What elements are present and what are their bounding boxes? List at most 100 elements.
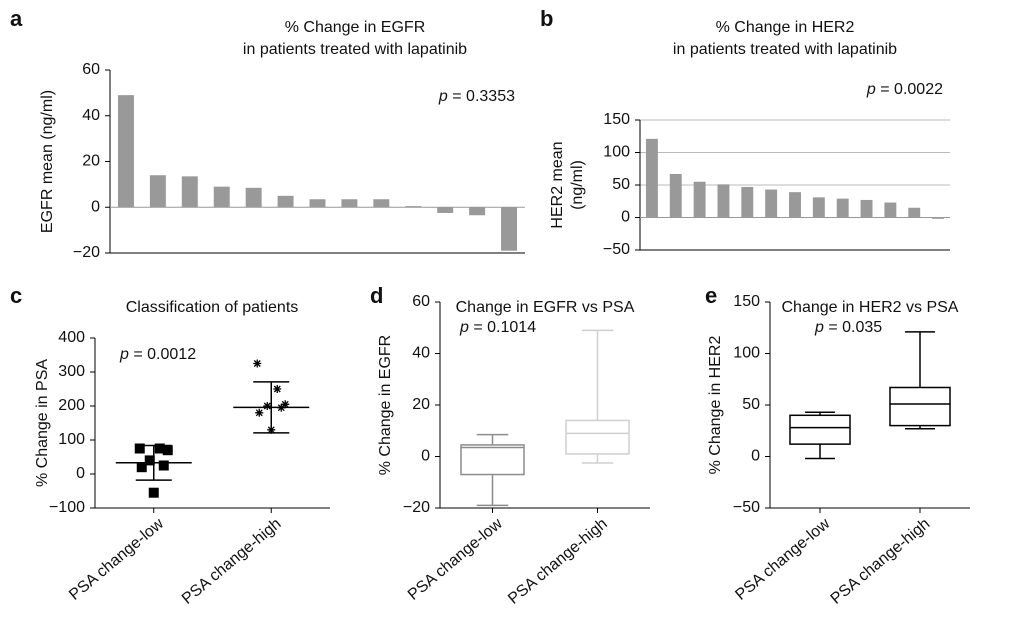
whisker: [581, 329, 614, 421]
bar: [765, 189, 778, 218]
whisker: [581, 453, 614, 464]
y-tick-label: 60: [412, 293, 430, 310]
y-tick-label: 400: [58, 329, 85, 346]
y-axis-label: % Change in HER2: [707, 336, 724, 475]
point: [148, 487, 159, 498]
x-tick-label: PSA change-high: [179, 515, 285, 608]
chart-title: % Change in HER2: [716, 19, 855, 36]
y-tick-label: −50: [603, 241, 630, 258]
whisker: [805, 444, 835, 460]
x-tick-label: PSA change-low: [732, 515, 833, 604]
bar: [860, 199, 873, 218]
chart-title: Change in EGFR vs PSA: [456, 299, 635, 316]
annotation-text: = 0.0012: [133, 346, 196, 363]
y-tick-label: −20: [403, 499, 430, 516]
y-tick-label: 0: [76, 465, 85, 482]
bar: [836, 198, 849, 218]
annotation: p = 0.0012: [119, 346, 196, 363]
y-tick-label: 40: [82, 107, 100, 124]
y-tick-label: −50: [733, 499, 760, 516]
y-tick-label: 150: [603, 111, 630, 128]
annotation: p = 0.3353: [438, 88, 515, 105]
chart-title: Change in HER2 vs PSA: [782, 299, 959, 316]
point: [134, 443, 145, 454]
annotation-text: = 0.3353: [452, 88, 515, 105]
bar: [341, 199, 358, 208]
point: [136, 462, 147, 473]
whisker: [476, 474, 509, 507]
bar: [932, 217, 945, 219]
panel-label: d: [370, 283, 383, 308]
y-axis-label: % Change in PSA: [34, 359, 51, 487]
bar: [277, 195, 294, 208]
bar: [149, 175, 166, 208]
y-tick-label: 0: [621, 209, 630, 226]
annotation: p = 0.1014: [459, 319, 536, 336]
annotation-symbol: p: [866, 81, 876, 98]
bar: [717, 184, 730, 218]
y-tick-label: 0: [421, 448, 430, 465]
bar: [245, 187, 262, 208]
bar: [117, 95, 134, 208]
bar: [437, 207, 454, 213]
bar: [181, 176, 198, 208]
annotation: p = 0.0022: [866, 81, 943, 98]
annotation-symbol: p: [438, 88, 448, 105]
point: [255, 408, 264, 417]
y-tick-label: 60: [82, 61, 100, 78]
y-tick-label: 50: [742, 396, 760, 413]
error-bar: [135, 444, 172, 481]
x-tick-label: PSA change-high: [828, 515, 934, 608]
box: [889, 386, 951, 427]
annotation-text: = 0.1014: [473, 319, 536, 336]
bar: [405, 206, 422, 208]
point: [158, 460, 169, 471]
bar: [501, 207, 518, 251]
panel-label: c: [10, 283, 22, 308]
bar: [908, 207, 921, 218]
annotation-text: = 0.035: [828, 319, 882, 336]
bar: [645, 138, 658, 218]
point: [253, 359, 262, 368]
y-tick-label: 100: [603, 144, 630, 161]
box: [789, 414, 851, 445]
panel-label: e: [705, 283, 717, 308]
annotation-symbol: p: [814, 319, 824, 336]
annotation-text: = 0.0022: [880, 81, 943, 98]
x-tick-label: PSA change-high: [505, 515, 611, 608]
point: [154, 443, 165, 454]
bar: [693, 181, 706, 218]
y-axis-label: (ng/ml): [569, 160, 586, 210]
y-tick-label: 20: [412, 396, 430, 413]
bar: [741, 186, 754, 218]
annotation-symbol: p: [119, 346, 129, 363]
y-tick-label: 100: [733, 345, 760, 362]
box: [460, 444, 525, 476]
bar: [373, 199, 390, 208]
x-tick-label: PSA change-low: [405, 515, 506, 604]
y-tick-label: 50: [612, 176, 630, 193]
x-tick-label: PSA change-low: [66, 515, 167, 604]
annotation-symbol: p: [459, 319, 469, 336]
panel-label: b: [540, 6, 553, 31]
y-axis-label: % Change in EGFR: [377, 335, 394, 476]
chart-title: % Change in EGFR: [285, 19, 426, 36]
bar: [469, 207, 486, 216]
y-tick-label: 100: [58, 431, 85, 448]
point: [162, 445, 173, 456]
bar: [884, 202, 897, 218]
chart-title: in patients treated with lapatinib: [673, 41, 897, 58]
whisker: [905, 331, 935, 388]
bar: [213, 186, 230, 208]
y-tick-label: 20: [82, 153, 100, 170]
y-tick-label: 200: [58, 397, 85, 414]
chart-title: in patients treated with lapatinib: [243, 41, 467, 58]
panel-label: a: [10, 6, 23, 31]
y-axis-label: EGFR mean (ng/ml): [39, 90, 56, 233]
y-tick-label: 300: [58, 363, 85, 380]
bar: [309, 199, 326, 208]
bar: [789, 192, 801, 218]
y-tick-label: −100: [49, 499, 85, 516]
point: [144, 455, 155, 466]
